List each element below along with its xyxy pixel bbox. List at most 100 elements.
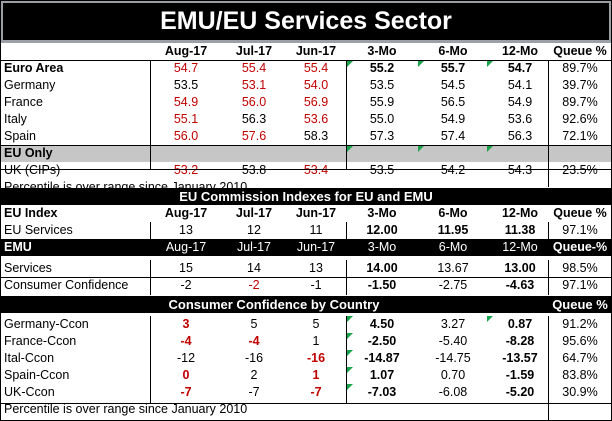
cell: -4.63: [505, 278, 535, 292]
cell: -2: [180, 278, 192, 292]
table-row: Italy 55.1 56.3 53.6 55.0 54.9 53.6 92.6…: [0, 111, 612, 128]
row-label: UK (CIPs): [4, 163, 61, 177]
cell: 92.6%: [562, 112, 598, 126]
cell: 53.2: [173, 163, 199, 177]
cell: 54.0: [303, 78, 329, 92]
cell: 11.95: [437, 223, 469, 237]
row-label: Germany: [4, 78, 56, 92]
cell: 12: [247, 223, 261, 237]
cell: 97.1%: [562, 223, 598, 237]
header-jun: Jun-17: [295, 206, 337, 220]
cell: 13.67: [437, 261, 469, 275]
cell: 55.4: [303, 61, 329, 75]
header-aug: Aug-17: [165, 240, 207, 254]
row-label: France-Ccon: [4, 334, 77, 348]
cell: 1.07: [369, 368, 395, 382]
header-6mo: 6-Mo: [438, 44, 468, 58]
row-label: Spain-Ccon: [4, 368, 70, 382]
cell: 54.9: [507, 95, 533, 109]
cell: 56.5: [440, 95, 466, 109]
cell: -2.50: [367, 334, 397, 348]
cell: -16: [244, 351, 264, 365]
cell: 83.8%: [562, 368, 598, 382]
cell: -14.75: [435, 351, 471, 365]
commission-title: EU Commission Indexes for EU and EMU: [179, 189, 433, 204]
cell: 64.7%: [562, 351, 598, 365]
emu-header-bar: EMU Aug-17 Jul-17 Jun-17 3-Mo 6-Mo 12-Mo…: [0, 239, 612, 256]
emu-section: Services 15 14 13 14.00 13.67 13.00 98.5…: [0, 260, 612, 294]
header-aug: Aug-17: [164, 206, 208, 220]
cell-marker: [487, 61, 493, 67]
table-row: Spain 56.0 57.6 58.3 57.3 57.4 56.3 72.1…: [0, 128, 612, 145]
cell: 95.6%: [562, 334, 598, 348]
cell: 97.1%: [562, 278, 598, 292]
cell: 56.9: [303, 95, 329, 109]
header-12mo: 12-Mo: [501, 206, 539, 220]
cell: -7.03: [367, 385, 397, 399]
divider: [0, 145, 612, 146]
header-queue: Queue %: [552, 297, 608, 312]
footnote-row: Percentile is over range since January 2…: [0, 401, 612, 418]
divider: [548, 316, 549, 403]
cell: 1: [312, 368, 320, 382]
table-row: Spain-Ccon 0 2 1 1.07 0.70 -1.59 83.8%: [0, 367, 612, 384]
cell: 54.7: [173, 61, 199, 75]
row-label: Euro Area: [4, 61, 64, 75]
cell: 55.1: [173, 112, 199, 126]
header-queue: Queue-%: [552, 240, 608, 254]
table-row: UK-Ccon -7 -7 -7 -7.03 -6.08 -5.20 30.9%: [0, 384, 612, 401]
cell-marker: [418, 146, 424, 152]
row-label: Ital-Ccon: [4, 351, 55, 365]
cell: 57.3: [369, 129, 395, 143]
divider: [0, 403, 612, 404]
cell: -1.50: [367, 278, 397, 292]
cell: 56.0: [173, 129, 199, 143]
header-jul: Jul-17: [235, 206, 273, 220]
cell: 11: [309, 223, 323, 237]
header-label: EU Index: [4, 206, 58, 220]
divider: [548, 60, 549, 169]
eu-only-band: EU Only: [0, 145, 612, 162]
cell: 56.3: [241, 112, 267, 126]
cell: 5: [250, 317, 258, 331]
consumer-confidence-title-bar: Consumer Confidence by Country Queue %: [0, 296, 612, 313]
header-6mo: 6-Mo: [438, 206, 468, 220]
header-12mo: 12-Mo: [501, 44, 539, 58]
header-queue: Queue %: [553, 206, 607, 220]
commission-section: EU Index Aug-17 Jul-17 Jun-17 3-Mo 6-Mo …: [0, 205, 612, 239]
cell-marker: [347, 367, 353, 373]
header-3mo: 3-Mo: [367, 206, 397, 220]
divider: [0, 60, 612, 61]
divider: [548, 404, 549, 421]
divider: [346, 316, 347, 403]
cell: 55.7: [440, 61, 466, 75]
cell: 89.7%: [562, 61, 598, 75]
cell: 54.9: [440, 112, 466, 126]
cell: 14: [247, 261, 261, 275]
eu-only-label: EU Only: [4, 146, 53, 160]
cell: 13: [179, 223, 193, 237]
cell: 56.0: [241, 95, 267, 109]
cell: 14.00: [366, 261, 398, 275]
cell: -1.59: [505, 368, 535, 382]
divider: [0, 169, 612, 170]
cell: 3: [182, 317, 190, 331]
table-row: France-Ccon -4 -4 1 -2.50 -5.40 -8.28 95…: [0, 333, 612, 350]
consumer-confidence-section: Germany-Ccon 3 5 5 4.50 3.27 0.87 91.2% …: [0, 316, 612, 418]
table-row: UK (CIPs) 53.2 53.8 53.4 53.5 54.2 54.3 …: [0, 162, 612, 179]
cell: 53.8: [241, 163, 267, 177]
header-6mo: 6-Mo: [438, 240, 468, 254]
table-row: Consumer Confidence -2 -2 -1 -1.50 -2.75…: [0, 277, 612, 294]
header-queue: Queue %: [553, 44, 607, 58]
cell: 11.38: [504, 223, 536, 237]
cell: 23.5%: [562, 163, 598, 177]
divider: [548, 260, 549, 295]
cell: -4: [248, 334, 260, 348]
cell: 98.5%: [562, 261, 598, 275]
table-row: Services 15 14 13 14.00 13.67 13.00 98.5…: [0, 260, 612, 277]
cell: 54.7: [507, 61, 533, 75]
header-3mo: 3-Mo: [367, 240, 397, 254]
cell: 0: [182, 368, 190, 382]
cell: -7: [180, 385, 192, 399]
